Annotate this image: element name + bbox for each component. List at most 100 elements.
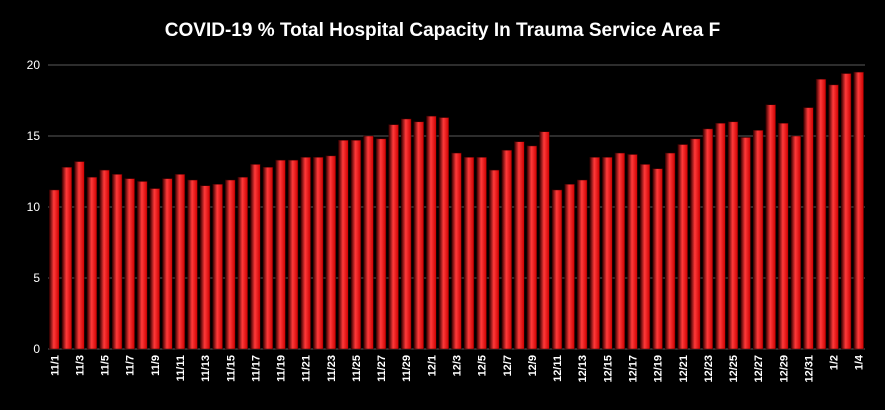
x-tick-label: 12/23	[703, 355, 715, 383]
bar-12/16	[614, 152, 626, 350]
bar-12/26	[740, 137, 751, 350]
bar-12/2	[438, 117, 450, 350]
x-axis-labels: 11/1 11/3 11/5 11/7 11/9 11/11 11/13 11/15 11/17…	[49, 354, 865, 382]
bar-12/18	[639, 164, 651, 350]
bar-1/2	[828, 84, 839, 350]
x-tick-label: 11/25	[351, 355, 363, 382]
bar-12/14	[589, 157, 600, 350]
bar-12/21	[677, 144, 688, 350]
x-tick-label: 12/9	[527, 355, 539, 376]
bar-11/18	[262, 166, 274, 350]
bar-1/3	[840, 73, 852, 350]
bar-11/2	[61, 166, 73, 350]
bar-11/25	[350, 140, 362, 350]
x-tick-label: 12/27	[753, 355, 765, 383]
bar-12/19	[652, 168, 663, 350]
bar-12/17	[627, 154, 638, 350]
bar-11/26	[363, 135, 374, 350]
y-tick-label: 5	[33, 271, 40, 285]
x-tick-label: 11/17	[250, 355, 262, 382]
bar-11/22	[313, 157, 324, 350]
bar-12/23	[702, 128, 714, 350]
bar-11/9	[149, 188, 160, 350]
bar-12/22	[690, 138, 701, 350]
bar-12/12	[564, 184, 575, 350]
x-tick-label: 11/23	[326, 355, 338, 382]
x-tick-label: 12/3	[452, 355, 464, 376]
bar-11/20	[287, 159, 299, 350]
y-axis-labels: 0 5 10 15 20	[27, 58, 41, 356]
bar-11/7	[124, 178, 135, 350]
x-tick-label: 12/17	[627, 355, 639, 383]
bar-12/15	[602, 157, 613, 350]
bar-11/12	[187, 179, 198, 350]
x-tick-label: 11/13	[200, 355, 212, 382]
x-tick-label: 11/5	[100, 355, 112, 376]
x-tick-label: 11/3	[74, 355, 86, 376]
x-tick-label: 12/1	[426, 355, 438, 376]
x-tick-label: 12/5	[477, 355, 489, 376]
bar-12/11	[551, 189, 563, 350]
bar-12/7	[501, 149, 512, 350]
x-tick-label: 11/19	[276, 355, 288, 382]
x-tick-label: 11/29	[401, 355, 413, 382]
bar-12/31	[803, 107, 814, 350]
bar-11/6	[111, 174, 123, 350]
y-tick-label: 20	[27, 58, 41, 72]
x-tick-label: 1/4	[854, 354, 866, 370]
x-tick-label: 12/7	[502, 355, 514, 376]
bar-12/13	[577, 179, 588, 350]
bar-12/24	[715, 122, 726, 350]
x-tick-label: 11/1	[49, 355, 61, 376]
bar-12/10	[539, 131, 550, 350]
bar-12/1	[426, 115, 437, 350]
bar-11/14	[212, 184, 223, 350]
bar-11/1	[49, 189, 60, 350]
x-tick-label: 12/19	[653, 355, 665, 383]
bar-12/25	[727, 121, 739, 350]
x-tick-label: 12/21	[678, 355, 690, 383]
bar-11/10	[162, 178, 173, 350]
bar-11/16	[237, 176, 248, 350]
bar-1/4	[853, 71, 864, 350]
bar-11/4	[86, 176, 98, 350]
bar-11/11	[174, 174, 186, 350]
bar-1/1	[815, 78, 827, 350]
bar-12/4	[463, 157, 475, 350]
x-tick-label: 11/9	[150, 355, 162, 376]
bar-12/27	[753, 130, 764, 350]
x-tick-label: 12/13	[577, 355, 589, 383]
bar-12/5	[476, 157, 487, 350]
bar-11/23	[325, 155, 336, 350]
x-tick-label: 11/15	[225, 355, 237, 382]
x-tick-label: 12/15	[602, 355, 614, 383]
bar-11/8	[137, 181, 148, 350]
x-tick-label: 12/29	[778, 355, 790, 383]
bar-12/9	[526, 145, 538, 350]
bar-11/28	[388, 124, 399, 350]
bar-11/24	[338, 140, 349, 350]
bar-11/5	[99, 169, 110, 350]
bar-12/30	[790, 135, 802, 350]
bar-11/29	[401, 118, 412, 350]
x-tick-label: 12/25	[728, 355, 740, 383]
bar-12/28	[765, 104, 776, 350]
x-tick-label: 11/27	[376, 355, 388, 382]
bar-11/17	[250, 164, 261, 350]
bar-11/19	[275, 159, 286, 350]
bar-11/30	[413, 121, 424, 350]
bar-11/27	[375, 138, 387, 350]
x-tick-label: 12/11	[552, 355, 564, 382]
bar-11/21	[300, 157, 311, 350]
bar-12/3	[451, 152, 462, 350]
bars	[49, 71, 864, 350]
y-tick-label: 10	[27, 200, 41, 214]
x-tick-label: 12/31	[803, 355, 815, 383]
bar-12/29	[778, 122, 789, 350]
bar-11/3	[74, 161, 85, 350]
y-tick-label: 0	[33, 342, 40, 356]
x-tick-label: 11/21	[301, 355, 313, 382]
chart-title: COVID-19 % Total Hospital Capacity In Tr…	[164, 20, 721, 41]
